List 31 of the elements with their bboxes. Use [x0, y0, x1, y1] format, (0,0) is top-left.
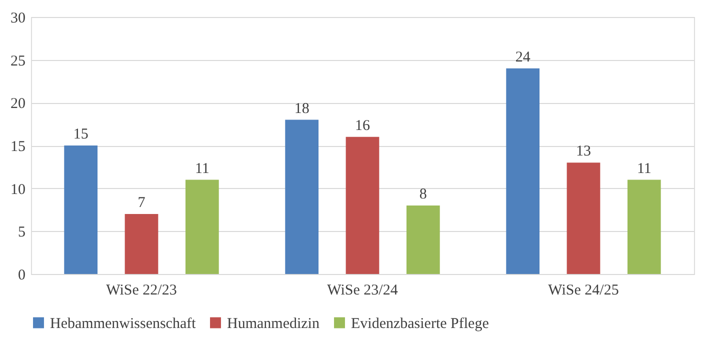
data-label: 8	[419, 186, 427, 202]
x-tick-label: WiSe 24/25	[548, 282, 619, 298]
bar	[124, 214, 158, 274]
y-tick-label: 10	[10, 182, 26, 198]
legend-label: Hebammenwissenschaft	[50, 316, 197, 332]
bar	[406, 205, 440, 274]
bar	[566, 162, 600, 274]
bar	[64, 146, 98, 274]
y-tick-label: 0	[18, 268, 26, 284]
data-label: 24	[515, 49, 531, 66]
data-label: 13	[576, 144, 591, 160]
bar	[346, 136, 380, 274]
data-label: 11	[636, 160, 652, 177]
data-label: 16	[355, 118, 370, 134]
legend-label: Humanmedizin	[227, 316, 320, 332]
data-label: 11	[194, 160, 210, 177]
data-label: 7	[138, 195, 146, 212]
data-label: 15	[73, 126, 88, 142]
x-tick-label: WiSe 22/23	[106, 282, 177, 298]
y-tick-label: 30	[10, 10, 26, 26]
bar	[185, 180, 219, 274]
data-label: 18	[294, 100, 310, 117]
legend-label: Evidenzbasierte Pflege	[351, 316, 490, 332]
y-tick-label: 15	[10, 139, 26, 155]
bar	[506, 68, 540, 274]
bar	[285, 120, 319, 274]
y-tick-label: 20	[10, 96, 26, 112]
x-tick-label: WiSe 23/24	[327, 282, 398, 298]
y-tick-label: 5	[18, 224, 26, 241]
y-tick-label: 25	[10, 53, 26, 70]
bar	[627, 180, 661, 274]
